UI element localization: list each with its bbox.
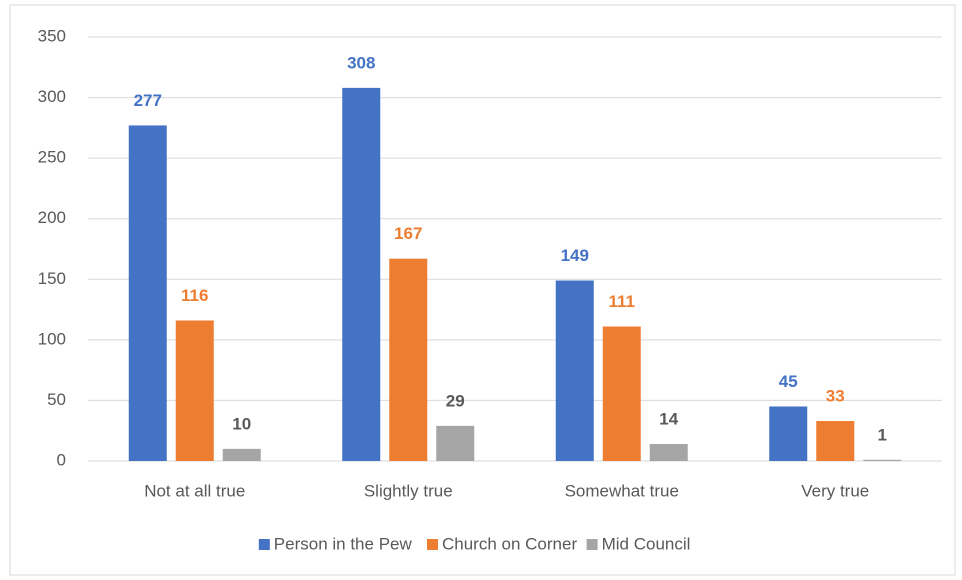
value-label: 10: [232, 414, 251, 433]
y-tick-label: 150: [38, 269, 66, 288]
x-tick-label: Somewhat true: [565, 481, 679, 500]
bar: [863, 459, 902, 461]
y-tick-label: 350: [38, 26, 66, 45]
x-tick-label: Not at all true: [144, 481, 245, 500]
legend-swatch: [427, 539, 438, 550]
value-label: 308: [347, 53, 375, 72]
x-tick-label: Very true: [801, 481, 869, 500]
bar: [816, 421, 855, 461]
legend-swatch: [258, 539, 270, 550]
legend-label: Person in the Pew: [274, 534, 413, 553]
value-label: 14: [659, 410, 678, 429]
legend-label: Mid Council: [602, 534, 691, 553]
bar: [436, 425, 475, 461]
value-label: 29: [446, 391, 465, 410]
value-label: 33: [826, 387, 845, 406]
chart-frame: [9, 4, 956, 576]
legend-swatch: [586, 539, 598, 550]
bar: [342, 87, 381, 461]
y-tick-label: 100: [38, 329, 66, 348]
y-tick-label: 300: [38, 87, 66, 106]
bar: [602, 326, 641, 461]
y-tick-label: 0: [57, 450, 66, 469]
bar: [555, 280, 594, 461]
y-tick-label: 250: [38, 148, 66, 167]
value-label: 1: [878, 425, 887, 444]
value-label: 149: [561, 246, 589, 265]
bar: [128, 125, 167, 461]
legend-label: Church on Corner: [442, 534, 577, 553]
y-tick-label: 50: [47, 390, 66, 409]
bar: [389, 258, 428, 461]
bar: [222, 448, 261, 461]
bar: [649, 444, 688, 461]
bar: [175, 320, 214, 461]
value-label: 111: [609, 292, 636, 311]
value-label: 45: [779, 372, 798, 391]
value-label: 167: [394, 224, 422, 243]
x-tick-label: Slightly true: [364, 481, 453, 500]
bar: [769, 406, 808, 461]
value-label: 277: [134, 91, 162, 110]
y-tick-label: 200: [38, 208, 66, 227]
value-label: 116: [181, 286, 208, 305]
